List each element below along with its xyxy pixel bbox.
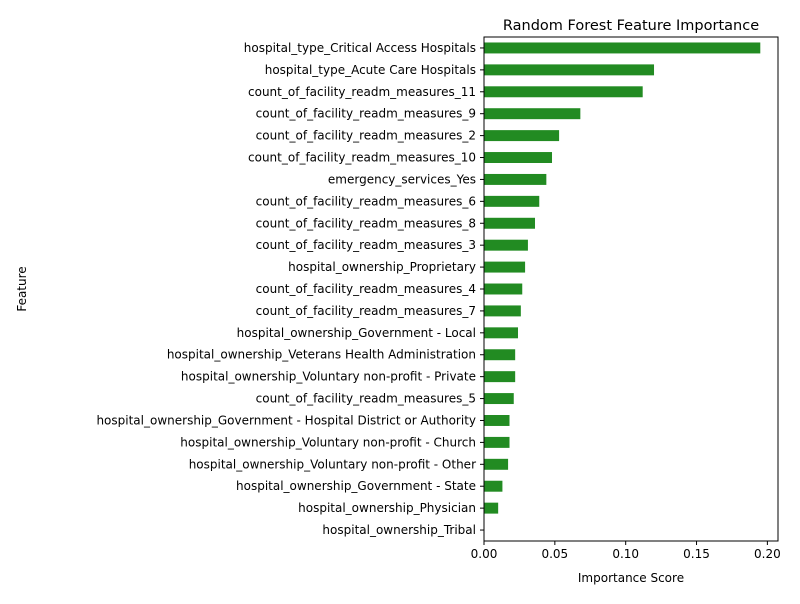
- y-tick-label: hospital_ownership_Government - Local: [237, 326, 476, 340]
- bar: [484, 371, 516, 383]
- bar: [484, 86, 643, 98]
- bar: [484, 502, 499, 514]
- y-tick-label: count_of_facility_readm_measures_2: [256, 129, 476, 143]
- bar: [484, 415, 510, 426]
- y-tick-label: count_of_facility_readm_measures_3: [256, 238, 476, 252]
- y-tick-label: count_of_facility_readm_measures_4: [256, 282, 476, 296]
- bar: [484, 152, 553, 163]
- y-tick-label: hospital_ownership_Government - State: [236, 479, 476, 493]
- y-tick-label: hospital_ownership_Tribal: [322, 523, 476, 537]
- y-tick-label: emergency_services_Yes: [328, 172, 476, 186]
- bar: [484, 458, 509, 470]
- y-tick-label: count_of_facility_readm_measures_6: [256, 194, 476, 208]
- x-tick-group: 0.00 0.05 0.10 0.15 0.20: [471, 541, 781, 561]
- y-tick-label: hospital_ownership_Government - Hospital…: [96, 413, 476, 427]
- x-tick-label: 0.10: [612, 547, 639, 561]
- y-tick-label: count_of_facility_readm_measures_11: [248, 85, 476, 99]
- bar: [484, 283, 523, 295]
- y-tick-label: count_of_facility_readm_measures_10: [248, 151, 476, 165]
- bar: [484, 64, 655, 76]
- y-tick-label: hospital_ownership_Voluntary non-profit …: [180, 435, 476, 449]
- x-tick-label: 0.15: [683, 547, 710, 561]
- plot-area-frame: [483, 36, 779, 542]
- y-tick-group: hospital_type_Critical Access Hospitals h…: [96, 41, 484, 537]
- y-tick-label: count_of_facility_readm_measures_5: [256, 392, 476, 406]
- bar: [484, 195, 540, 207]
- x-tick-label: 0.00: [471, 547, 498, 561]
- y-tick-label: hospital_ownership_Voluntary non-profit …: [181, 370, 476, 384]
- y-tick-label: hospital_type_Critical Access Hospitals: [244, 41, 476, 55]
- bar: [484, 42, 761, 54]
- bar: [484, 173, 547, 185]
- bar: [484, 261, 526, 273]
- y-tick-label: count_of_facility_readm_measures_8: [256, 216, 476, 230]
- bar: [484, 393, 514, 405]
- bar: [484, 436, 510, 448]
- chart-title: Random Forest Feature Importance: [503, 18, 759, 34]
- bar: [484, 349, 516, 361]
- bar: [484, 480, 503, 492]
- y-tick-label: hospital_type_Acute Care Hospitals: [265, 63, 476, 77]
- bar: [484, 305, 521, 317]
- y-axis-label: Feature: [15, 266, 29, 311]
- bars-group: [484, 42, 761, 514]
- y-tick-label: hospital_ownership_Physician: [298, 501, 476, 515]
- y-tick-label: count_of_facility_readm_measures_9: [256, 107, 476, 121]
- y-tick-label: hospital_ownership_Voluntary non-profit …: [189, 457, 476, 471]
- x-tick-label: 0.20: [754, 547, 781, 561]
- bar: [484, 239, 528, 251]
- bar: [484, 108, 581, 120]
- bar: [484, 217, 536, 229]
- x-axis-label: Importance Score: [578, 571, 684, 585]
- y-tick-label: hospital_ownership_Veterans Health Admin…: [167, 348, 476, 362]
- y-tick-label: hospital_ownership_Proprietary: [288, 260, 476, 274]
- x-tick-label: 0.05: [541, 547, 568, 561]
- bar: [484, 327, 519, 339]
- y-tick-label: count_of_facility_readm_measures_7: [256, 304, 476, 318]
- bar: [484, 130, 560, 142]
